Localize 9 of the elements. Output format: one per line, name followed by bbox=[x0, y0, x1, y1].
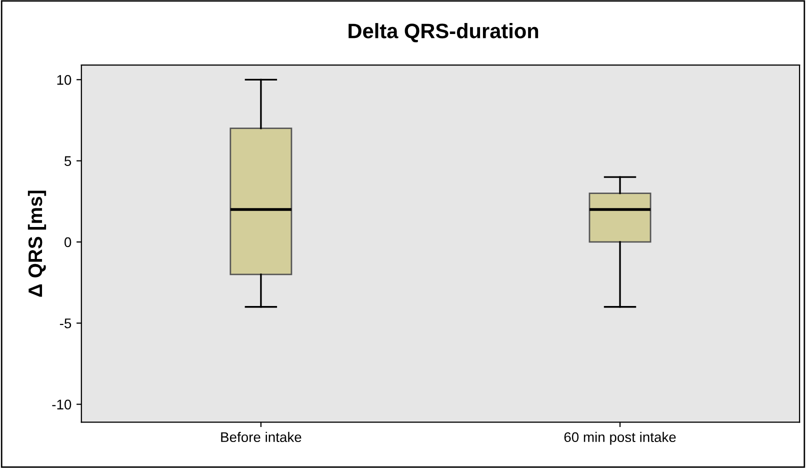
y-tick-label: -5 bbox=[60, 318, 72, 328]
chart-title: Delta QRS-duration bbox=[348, 23, 538, 42]
y-tick-label: 0 bbox=[64, 237, 72, 248]
y-tick-label: 5 bbox=[64, 156, 72, 166]
y-axis-title: Δ QRS [ms] bbox=[28, 190, 46, 297]
x-tick-label: 60 min post intake bbox=[564, 432, 676, 445]
y-tick-label: -10 bbox=[52, 400, 72, 410]
y-tick-label: 10 bbox=[57, 74, 72, 85]
x-tick-label: Before intake bbox=[221, 432, 302, 442]
